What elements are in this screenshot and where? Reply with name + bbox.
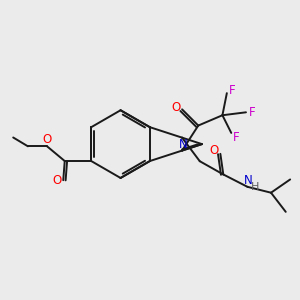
- Text: F: F: [249, 106, 255, 119]
- Text: N: N: [244, 174, 252, 188]
- Text: O: O: [42, 133, 52, 146]
- Text: F: F: [233, 131, 240, 144]
- Text: H: H: [250, 182, 259, 192]
- Text: O: O: [209, 144, 218, 157]
- Text: O: O: [171, 101, 180, 114]
- Text: F: F: [229, 84, 236, 97]
- Text: N: N: [179, 138, 188, 151]
- Text: O: O: [52, 174, 62, 187]
